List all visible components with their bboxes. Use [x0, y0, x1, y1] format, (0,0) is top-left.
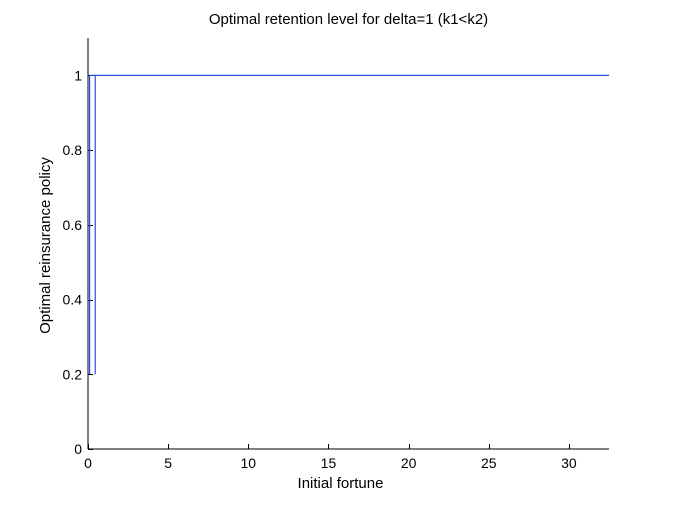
y-tick-label: 0.2	[63, 366, 83, 382]
y-tick-label: 0.6	[63, 217, 83, 233]
y-tick-label: 0.8	[63, 142, 83, 158]
x-tick-label: 20	[401, 455, 417, 471]
x-tick-label: 10	[241, 455, 257, 471]
tick-labels: 0 5 10 15 20 25 30 0 0.2 0.4 0.6 0.8 1	[63, 67, 577, 471]
x-axis-title: Initial fortune	[298, 475, 384, 492]
y-tick-label: 0.4	[63, 292, 83, 308]
x-tick-label: 15	[321, 455, 337, 471]
y-tick-label: 1	[74, 67, 82, 83]
data-lines	[88, 74, 609, 375]
chart-title: Optimal retention level for delta=1 (k1<…	[209, 11, 488, 28]
x-tick-label: 30	[561, 455, 577, 471]
x-tick-label: 5	[164, 455, 172, 471]
y-axis-title: Optimal reinsurance policy	[37, 157, 54, 334]
axes	[87, 38, 609, 450]
x-tick-label: 0	[84, 455, 92, 471]
tick-marks	[88, 75, 570, 450]
x-tick-label: 25	[481, 455, 497, 471]
y-tick-label: 0	[74, 441, 82, 457]
